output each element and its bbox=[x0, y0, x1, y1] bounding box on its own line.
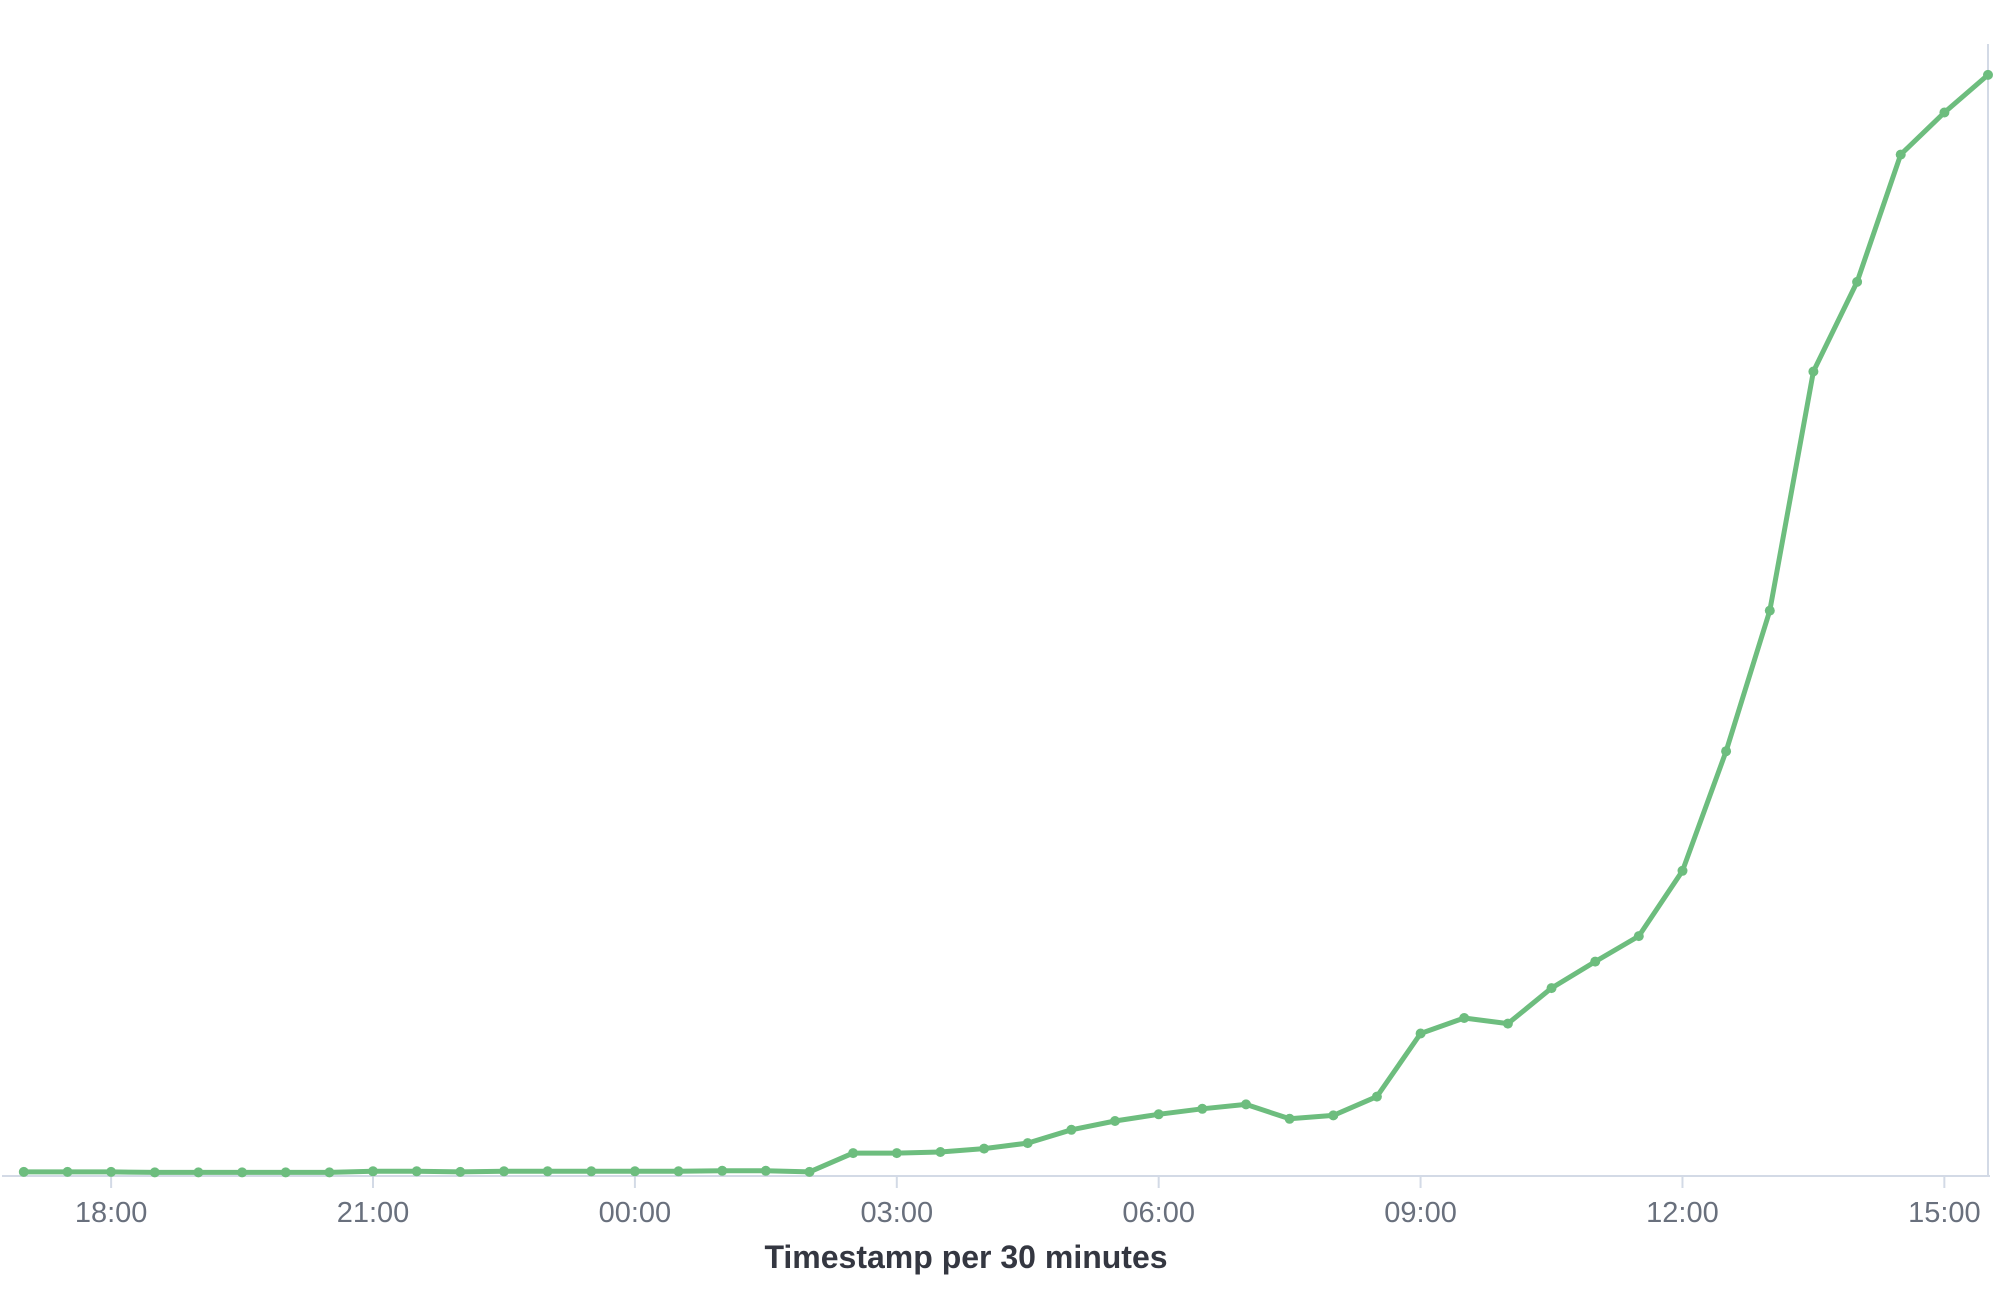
data-point[interactable] bbox=[324, 1167, 335, 1178]
data-point[interactable] bbox=[455, 1166, 466, 1177]
data-point[interactable] bbox=[149, 1167, 160, 1178]
x-tick-label: 18:00 bbox=[75, 1197, 148, 1229]
data-point[interactable] bbox=[18, 1166, 29, 1177]
data-point[interactable] bbox=[1284, 1113, 1295, 1124]
data-point[interactable] bbox=[1764, 605, 1775, 616]
data-point[interactable] bbox=[1939, 107, 1950, 118]
data-point[interactable] bbox=[1546, 983, 1557, 994]
data-point[interactable] bbox=[717, 1165, 728, 1176]
x-tick-label: 03:00 bbox=[861, 1197, 934, 1229]
data-point[interactable] bbox=[629, 1166, 640, 1177]
data-point[interactable] bbox=[542, 1166, 553, 1177]
data-point[interactable] bbox=[1852, 276, 1863, 287]
data-point[interactable] bbox=[760, 1165, 771, 1176]
data-point[interactable] bbox=[1721, 746, 1732, 757]
data-point[interactable] bbox=[1983, 69, 1993, 80]
data-point[interactable] bbox=[280, 1167, 291, 1178]
data-point[interactable] bbox=[1110, 1116, 1120, 1126]
x-axis-ticks: 18:00 21:00 00:00 03:00 06:00 09:00 12:00 15:00 bbox=[75, 1176, 1981, 1229]
data-point[interactable] bbox=[935, 1147, 946, 1157]
data-point[interactable] bbox=[891, 1148, 902, 1159]
x-tick-label: 15:00 bbox=[1908, 1197, 1981, 1229]
x-tick-label: 00:00 bbox=[599, 1197, 672, 1229]
data-point[interactable] bbox=[1153, 1109, 1164, 1120]
data-point[interactable] bbox=[237, 1167, 248, 1178]
x-tick-label: 06:00 bbox=[1122, 1197, 1195, 1229]
data-point[interactable] bbox=[1371, 1091, 1382, 1102]
data-point[interactable] bbox=[1633, 931, 1644, 942]
data-point[interactable] bbox=[1459, 1013, 1470, 1023]
series-layer bbox=[18, 69, 1993, 1178]
data-point[interactable] bbox=[1502, 1018, 1513, 1029]
data-point[interactable] bbox=[673, 1166, 684, 1177]
data-point[interactable] bbox=[848, 1148, 859, 1159]
data-point[interactable] bbox=[804, 1166, 815, 1177]
data-point[interactable] bbox=[1328, 1110, 1339, 1121]
data-point[interactable] bbox=[368, 1166, 378, 1177]
data-point[interactable] bbox=[62, 1166, 73, 1177]
data-point[interactable] bbox=[1066, 1124, 1077, 1135]
data-point[interactable] bbox=[1895, 149, 1906, 160]
data-point[interactable] bbox=[1415, 1028, 1426, 1039]
data-point[interactable] bbox=[586, 1166, 597, 1177]
data-point[interactable] bbox=[193, 1167, 204, 1178]
series-line bbox=[21, 72, 1991, 1175]
data-point[interactable] bbox=[979, 1143, 990, 1154]
x-axis-title: Timestamp per 30 minutes bbox=[764, 1239, 1167, 1275]
data-point[interactable] bbox=[1241, 1099, 1251, 1110]
data-point[interactable] bbox=[1197, 1103, 1208, 1114]
data-point[interactable] bbox=[1590, 956, 1601, 967]
data-point[interactable] bbox=[499, 1166, 509, 1177]
data-point[interactable] bbox=[1677, 865, 1688, 876]
x-tick-label: 12:00 bbox=[1646, 1197, 1719, 1229]
data-point[interactable] bbox=[1022, 1138, 1033, 1149]
data-point[interactable] bbox=[106, 1166, 117, 1177]
data-point[interactable] bbox=[411, 1166, 422, 1177]
chart-axes: 18:00 21:00 00:00 03:00 06:00 09:00 12:00 15:00 bbox=[2, 44, 1990, 1229]
data-point[interactable] bbox=[1808, 366, 1819, 377]
x-tick-label: 21:00 bbox=[337, 1197, 410, 1229]
x-tick-label: 09:00 bbox=[1384, 1197, 1457, 1229]
